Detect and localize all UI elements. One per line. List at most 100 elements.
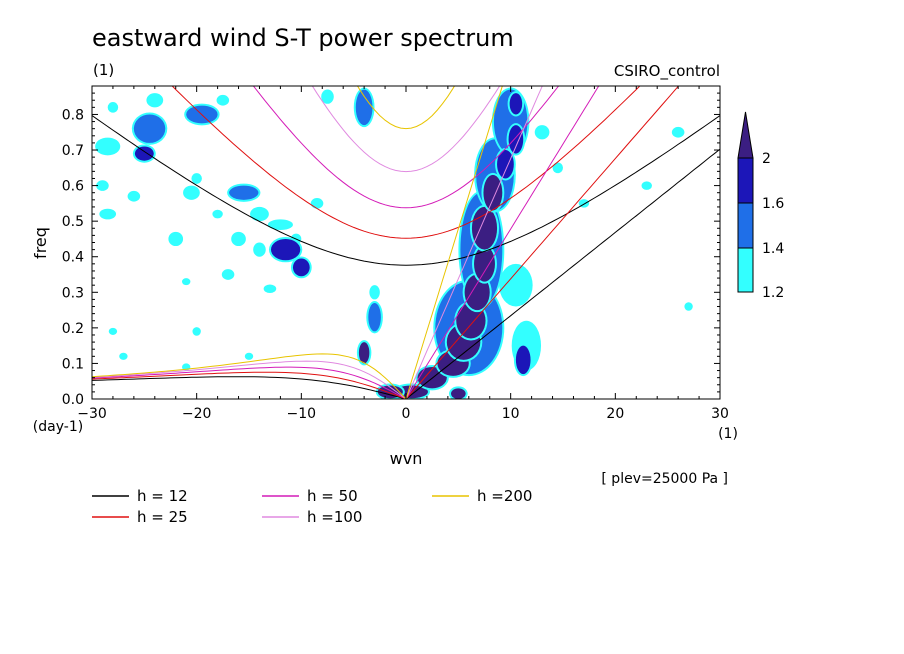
contour-blob-44 xyxy=(321,89,334,104)
x-tick-label: 20 xyxy=(606,406,624,422)
contour-blob-17 xyxy=(515,345,531,375)
contour-blob-55 xyxy=(671,126,685,138)
contour-blob-53 xyxy=(552,162,563,174)
plev-annotation: [ plev=25000 Pa ] xyxy=(601,471,728,487)
colorbar-top-arrow xyxy=(737,111,754,159)
y-tick-label: 0.6 xyxy=(62,179,84,195)
x-tick-label: −30 xyxy=(77,406,107,422)
colorbar-label: 1.4 xyxy=(762,241,784,257)
curve-rossby-h200 xyxy=(92,353,407,399)
contour-blob-51 xyxy=(182,278,191,286)
contour-blob-7 xyxy=(471,206,498,250)
contour-blob-29 xyxy=(134,146,154,161)
contour-blob-23 xyxy=(270,238,301,261)
curve-kelvin-h100 xyxy=(405,86,543,399)
contour-blob-37 xyxy=(250,206,269,222)
x-unit-label: (1) xyxy=(718,426,738,442)
contour-blob-10 xyxy=(508,125,524,154)
curve-gravity-h25 xyxy=(171,86,641,239)
y-tick-label: 0.1 xyxy=(62,356,84,372)
contour-blob-35 xyxy=(168,231,184,247)
contour-blob-39 xyxy=(263,284,277,294)
contour-blob-21 xyxy=(358,342,370,364)
y-tick-label: 0.5 xyxy=(62,214,84,230)
plot-frame xyxy=(91,85,721,400)
colorbar-label: 2 xyxy=(762,151,771,167)
contour-blob-41 xyxy=(310,198,324,209)
y-tick-label: 0.4 xyxy=(62,250,84,266)
y-tick-label: 0.7 xyxy=(62,143,84,159)
curve-gravity-h100 xyxy=(311,86,501,173)
x-axis-label: wvn xyxy=(390,449,423,468)
x-tick-label: −20 xyxy=(182,406,212,422)
x-tick-label: −10 xyxy=(287,406,317,422)
chart-subtitle-right: CSIRO_control xyxy=(614,62,720,81)
contour-blob-48 xyxy=(191,173,202,184)
contour-blob-26 xyxy=(229,185,259,200)
contour-blob-16 xyxy=(499,263,533,307)
curve-gravity-h12 xyxy=(92,115,720,266)
curve-kelvin-h12 xyxy=(405,148,720,399)
legend-label-h100: h =100 xyxy=(307,508,362,526)
x-tick-label: 10 xyxy=(502,406,520,422)
dispersion-curves xyxy=(92,86,720,399)
y-tick-label: 0.3 xyxy=(62,285,84,301)
contour-blob-47 xyxy=(107,102,119,113)
contour-blob-24 xyxy=(292,258,310,277)
contour-blob-36 xyxy=(231,231,246,247)
contour-blob-58 xyxy=(108,327,118,335)
colorbar-segment-0 xyxy=(737,247,754,293)
curve-gravity-h50 xyxy=(252,86,560,209)
y-tick-label: 0.2 xyxy=(62,321,84,337)
contour-blob-6 xyxy=(474,246,495,282)
legend-label-h25: h = 25 xyxy=(137,508,188,526)
contour-blob-61 xyxy=(244,352,254,360)
contour-blob-33 xyxy=(127,190,141,202)
contour-blob-46 xyxy=(146,93,164,108)
x-tick-label: 0 xyxy=(402,406,411,422)
legend-label-h200: h =200 xyxy=(477,487,532,505)
colorbar-segment-2 xyxy=(737,157,754,204)
contour-blob-40 xyxy=(253,242,266,257)
chart-subtitle-left: (1) xyxy=(93,61,114,79)
contour-blob-49 xyxy=(212,209,223,219)
contour-blob-25 xyxy=(267,219,293,231)
curve-rossby-h50 xyxy=(92,366,407,399)
contour-blob-62 xyxy=(119,352,128,360)
y-axis-label: freq xyxy=(31,227,50,259)
curve-rossby-h12 xyxy=(92,376,407,399)
contour-blob-19 xyxy=(451,388,466,399)
contour-blob-8 xyxy=(483,174,503,211)
curve-kelvin-h200 xyxy=(405,86,503,399)
x-tick-label: 30 xyxy=(711,406,729,422)
curve-rossby-h100 xyxy=(92,360,407,399)
contour-blob-28 xyxy=(133,114,166,143)
contour-blob-38 xyxy=(221,269,235,280)
contour-blob-59 xyxy=(192,327,201,336)
contour-blob-32 xyxy=(96,180,109,191)
contour-blob-9 xyxy=(497,150,514,179)
curve-gravity-h200 xyxy=(356,86,456,130)
legend: h = 12 h = 25 h = 50 h =100 h =200 xyxy=(92,487,532,526)
contour-blob-42 xyxy=(369,285,380,300)
contour-blob-52 xyxy=(534,125,550,140)
curve-rossby-h25 xyxy=(92,371,407,399)
curve-kelvin-h50 xyxy=(405,86,600,399)
contour-blob-57 xyxy=(684,302,693,311)
contour-blob-11 xyxy=(509,93,523,115)
legend-label-h12: h = 12 xyxy=(137,487,188,505)
contour-blob-54 xyxy=(641,181,652,190)
legend-label-h50: h = 50 xyxy=(307,487,358,505)
chart-title: eastward wind S-T power spectrum xyxy=(92,24,514,52)
contour-blob-45 xyxy=(216,94,230,106)
contour-blob-30 xyxy=(95,137,121,156)
colorbar: 1.2 1.4 1.6 2 xyxy=(737,111,784,301)
curve-kelvin-h25 xyxy=(405,86,680,399)
contour-blob-43 xyxy=(355,89,373,126)
colorbar-label: 1.2 xyxy=(762,285,784,301)
contour-blob-22 xyxy=(368,302,381,332)
contour-blob-34 xyxy=(183,185,200,200)
axis-ticks: −30 −20 −10 0 10 20 30 0.0 0.1 0.2 0.3 0.4 0.5 0.6 0.7… xyxy=(62,85,729,422)
contour-blob-31 xyxy=(99,208,117,220)
